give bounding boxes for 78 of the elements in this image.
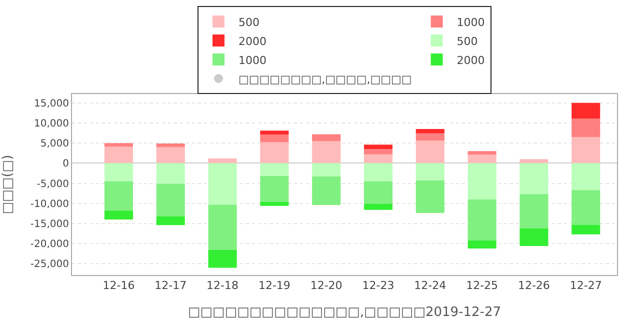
legend-label: 1000 (238, 54, 266, 67)
y-tick-label: -15,000 (30, 219, 69, 230)
bar (260, 163, 289, 176)
bar (156, 147, 185, 164)
bar (572, 163, 600, 190)
bar (208, 163, 237, 205)
x-tick-label: 12-27 (570, 279, 602, 292)
bar (260, 202, 289, 206)
y-axis-title: □□□(□) (0, 154, 16, 214)
bar (312, 134, 341, 142)
bar (468, 240, 496, 248)
x-tick-label: 12-16 (102, 279, 135, 292)
x-tick-label: 12-17 (154, 279, 187, 292)
bar (156, 184, 185, 216)
bar (416, 133, 444, 141)
bar (104, 181, 133, 211)
bar (104, 210, 133, 220)
bar (520, 194, 548, 228)
x-tick-label: 12-18 (206, 279, 239, 292)
bar (572, 118, 600, 138)
bar (416, 128, 444, 134)
bar (520, 228, 548, 246)
bar (260, 142, 289, 164)
bar (208, 250, 237, 268)
y-tick-label: 5,000 (40, 138, 69, 150)
bar (312, 176, 341, 206)
x-tick-label: 12-24 (414, 279, 446, 292)
bar (312, 141, 341, 164)
y-tick-label: 10,000 (34, 118, 69, 130)
y-tick-label: -5,000 (36, 178, 69, 190)
bar (104, 146, 133, 164)
bar (260, 176, 289, 202)
bar (312, 163, 341, 176)
bar (208, 158, 237, 164)
bar (260, 130, 289, 135)
bar (364, 154, 393, 164)
bar (104, 163, 133, 182)
x-axis-title: □□□□□□□□□□□□□□,□□□□□2019-12-27 (188, 304, 502, 320)
y-tick-label: -10,000 (30, 198, 69, 210)
bar (364, 181, 393, 204)
x-tick-label: 12-20 (310, 279, 342, 292)
bar (156, 216, 185, 226)
bar (208, 204, 237, 250)
y-tick-label: 15,000 (34, 98, 69, 110)
bar (364, 149, 393, 154)
x-tick-label: 12-25 (466, 279, 498, 292)
bar (520, 163, 548, 194)
bar (416, 163, 444, 180)
bar (572, 190, 600, 225)
legend-label: 2000 (238, 34, 266, 48)
bar (572, 137, 600, 164)
legend-label: 1000 (456, 16, 485, 29)
bar (364, 204, 393, 210)
legend-label: 2000 (456, 54, 485, 67)
y-tick-label: 0 (62, 158, 69, 170)
bar (572, 102, 600, 119)
bar (520, 159, 548, 164)
y-tick-label: -20,000 (30, 239, 69, 250)
bar (364, 163, 393, 182)
bar (260, 134, 289, 142)
bar (156, 143, 185, 148)
bar (468, 154, 496, 164)
y-tick-label: -25,000 (30, 259, 69, 270)
legend-label: 500 (456, 34, 478, 48)
x-tick-label: 12-23 (362, 279, 394, 292)
bar (468, 199, 496, 240)
bar (416, 180, 444, 214)
x-tick-label: 12-19 (258, 279, 290, 292)
bar (416, 140, 444, 164)
bar (572, 224, 600, 234)
bar (156, 163, 185, 184)
bar (364, 144, 393, 150)
bar (104, 143, 133, 147)
legend-label: □□□□□□□□,□□□□,□□□□ (238, 72, 412, 86)
bar (468, 151, 496, 155)
x-tick-label: 12-26 (518, 279, 550, 292)
bar (468, 163, 496, 200)
legend-label: 500 (238, 16, 260, 29)
